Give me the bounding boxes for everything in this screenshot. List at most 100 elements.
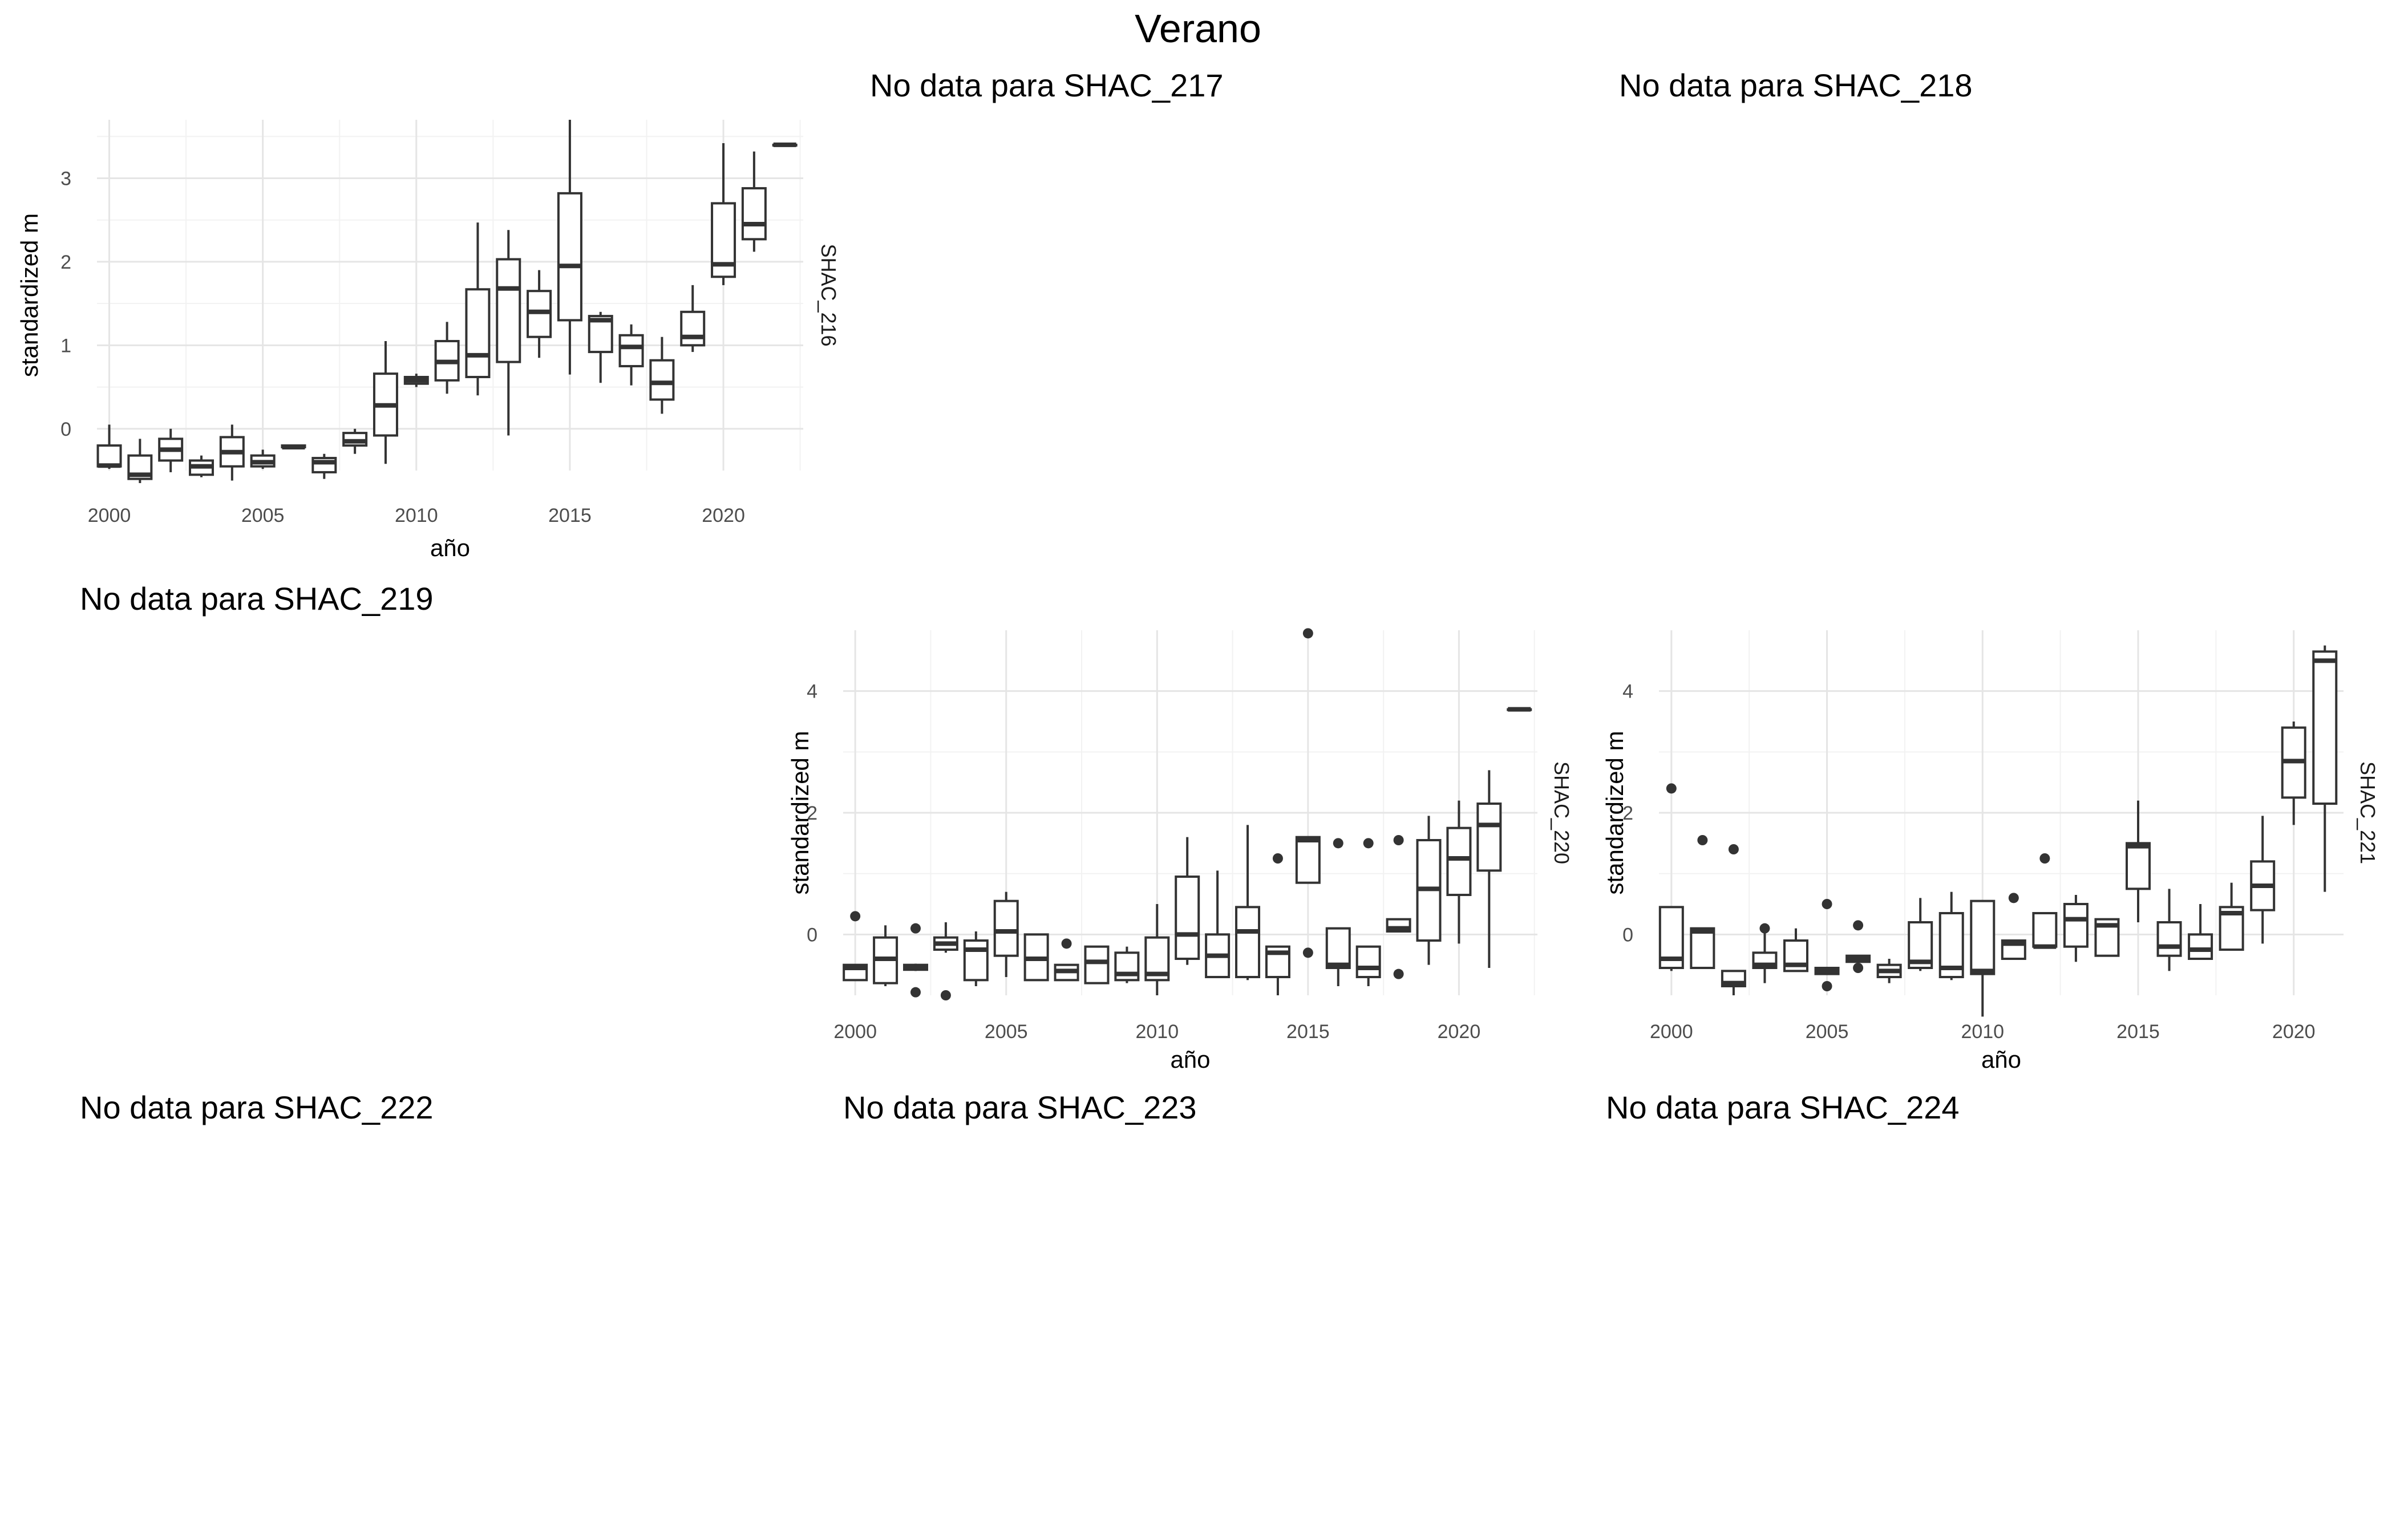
x-tick-label: 2015 bbox=[548, 505, 592, 526]
box-2000 bbox=[1658, 906, 1684, 971]
y-tick-label: 4 bbox=[807, 681, 817, 703]
box-2019 bbox=[680, 285, 706, 352]
outlier-point bbox=[1822, 981, 1832, 991]
box-2018 bbox=[2219, 882, 2244, 951]
x-tick-label: 2005 bbox=[241, 505, 285, 526]
x-tick-label: 2010 bbox=[395, 505, 438, 526]
no-data-label-shac-222: No data para SHAC_222 bbox=[80, 1089, 434, 1125]
box-iqr bbox=[2032, 912, 2058, 948]
box-iqr bbox=[2126, 842, 2151, 890]
box-iqr bbox=[618, 334, 644, 367]
y-tick-label: 0 bbox=[807, 924, 817, 946]
outlier-point bbox=[1061, 938, 1072, 949]
box-2016 bbox=[588, 311, 613, 383]
box-iqr bbox=[963, 939, 989, 982]
box-2002 bbox=[158, 428, 184, 472]
x-tick-label: 2010 bbox=[1135, 1021, 1179, 1043]
box-2008 bbox=[1084, 945, 1110, 984]
box-iqr bbox=[1295, 836, 1321, 884]
panel-shac_216: 2000 2005 2010 2015 2020 0 1 2 3 año standardized … bbox=[16, 120, 840, 561]
box-iqr bbox=[2188, 933, 2213, 961]
box-2017 bbox=[618, 324, 644, 386]
box-2007 bbox=[1876, 959, 1902, 983]
box-2007 bbox=[311, 453, 337, 479]
box-iqr bbox=[557, 192, 582, 322]
outlier-point bbox=[1363, 838, 1374, 849]
box-2020 bbox=[711, 143, 736, 285]
y-tick-label: 1 bbox=[60, 335, 71, 356]
outlier-point bbox=[1822, 899, 1832, 909]
outlier-point bbox=[1302, 628, 1313, 639]
x-axis-title: año bbox=[1170, 1046, 1210, 1073]
box-2013 bbox=[496, 230, 521, 436]
box-2014 bbox=[2094, 918, 2120, 957]
y-tick-label: 0 bbox=[60, 419, 71, 440]
box-2009 bbox=[1938, 891, 1964, 980]
box-iqr bbox=[2312, 650, 2338, 805]
box-iqr bbox=[1235, 906, 1261, 979]
x-tick-label: 2015 bbox=[2116, 1021, 2160, 1043]
box-iqr bbox=[465, 288, 491, 378]
box-iqr bbox=[2156, 921, 2182, 957]
box-2001 bbox=[1690, 927, 1715, 969]
main-title: Verano bbox=[1135, 6, 1261, 51]
x-tick-label: 2005 bbox=[1806, 1021, 1849, 1043]
box-2004 bbox=[219, 424, 245, 481]
no-data-label-shac-218: No data para SHAC_218 bbox=[1619, 67, 1973, 103]
box-2019 bbox=[1416, 816, 1442, 965]
box-2006 bbox=[1845, 954, 1871, 963]
outlier-point bbox=[1393, 835, 1404, 845]
box-2013 bbox=[1235, 825, 1261, 980]
y-tick-label: 4 bbox=[1622, 681, 1633, 703]
outlier-point bbox=[1759, 923, 1770, 934]
box-2016 bbox=[1325, 927, 1351, 986]
x-tick-label: 2000 bbox=[1650, 1021, 1693, 1043]
box-iqr bbox=[1970, 899, 1996, 975]
box-2021 bbox=[2312, 645, 2338, 892]
box-2002 bbox=[1721, 970, 1746, 995]
x-tick-label: 2010 bbox=[1961, 1021, 2004, 1043]
box-2002 bbox=[902, 963, 928, 971]
box-2010 bbox=[1970, 899, 1996, 1017]
box-2017 bbox=[1355, 945, 1381, 986]
no-data-label-shac-224: No data para SHAC_224 bbox=[1606, 1089, 1960, 1125]
box-2010 bbox=[403, 374, 429, 387]
facet-strip-label: SHAC_221 bbox=[2356, 761, 2379, 864]
box-iqr bbox=[1084, 945, 1110, 984]
box-iqr bbox=[2063, 903, 2089, 948]
box-2015 bbox=[2126, 800, 2151, 922]
x-axis-title: año bbox=[430, 534, 470, 561]
outlier-point bbox=[2039, 853, 2050, 864]
box-iqr bbox=[1175, 876, 1200, 960]
box-2020 bbox=[1446, 800, 1472, 944]
outlier-point bbox=[1728, 844, 1739, 854]
facet-strip-label: SHAC_220 bbox=[1550, 761, 1573, 864]
box-2012 bbox=[465, 222, 491, 396]
box-2013 bbox=[2063, 895, 2089, 962]
box-2021 bbox=[741, 151, 767, 252]
x-tick-label: 2020 bbox=[1438, 1021, 1481, 1043]
no-data-label-shac-219: No data para SHAC_219 bbox=[80, 581, 434, 617]
no-data-label-shac-217: No data para SHAC_217 bbox=[870, 67, 1224, 103]
x-tick-label: 2020 bbox=[702, 505, 745, 526]
box-2004 bbox=[963, 931, 989, 986]
y-tick-label: 2 bbox=[807, 803, 817, 824]
facet-strip-label: SHAC_216 bbox=[817, 244, 840, 346]
no-data-label-shac-223: No data para SHAC_223 bbox=[843, 1089, 1197, 1125]
outlier-point bbox=[910, 923, 921, 934]
outlier-point bbox=[2008, 893, 2019, 903]
y-tick-label: 2 bbox=[60, 252, 71, 273]
y-axis-title: standardized m bbox=[787, 731, 813, 894]
x-axis-title: año bbox=[1981, 1046, 2021, 1073]
box-2006 bbox=[281, 444, 306, 449]
y-axis-title: standardized m bbox=[1601, 731, 1628, 894]
box-2011 bbox=[1175, 837, 1200, 965]
outlier-point bbox=[1333, 838, 1343, 849]
box-iqr bbox=[993, 899, 1019, 957]
x-tick-label: 2015 bbox=[1286, 1021, 1330, 1043]
x-tick-label: 2020 bbox=[2272, 1021, 2316, 1043]
box-2011 bbox=[434, 322, 460, 394]
box-2001 bbox=[873, 925, 898, 986]
box-iqr bbox=[741, 187, 767, 241]
